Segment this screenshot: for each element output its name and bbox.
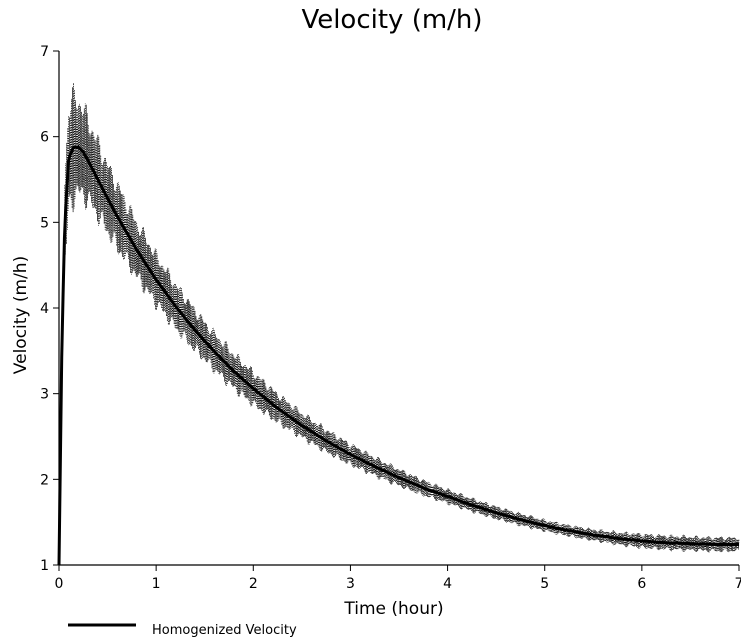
x-tick-label: 2 (249, 576, 258, 592)
y-tick-label: 6 (40, 130, 49, 146)
x-axis-label: Time (hour) (343, 599, 443, 619)
x-tick-label: 3 (346, 576, 355, 592)
y-tick-label: 1 (40, 558, 49, 574)
x-axis-ticks: 0 1 2 3 4 5 6 7 (55, 565, 741, 592)
oscillating-velocity-series (58, 82, 740, 566)
x-tick-label: 6 (637, 576, 646, 592)
y-axis-ticks: 1 2 3 4 5 6 7 (40, 44, 59, 574)
y-axis-label: Velocity (m/h) (11, 256, 31, 374)
x-tick-label: 0 (55, 576, 64, 592)
chart-title: Velocity (m/h) (301, 5, 482, 35)
x-tick-label: 1 (152, 576, 161, 592)
legend: Homogenized Velocity (68, 623, 297, 638)
x-tick-label: 5 (540, 576, 549, 592)
legend-label-homogenized: Homogenized Velocity (152, 623, 297, 638)
y-tick-label: 4 (40, 301, 49, 317)
y-tick-label: 5 (40, 215, 49, 231)
x-tick-label: 7 (735, 576, 741, 592)
y-tick-label: 7 (40, 44, 49, 60)
x-tick-label: 4 (443, 576, 452, 592)
y-tick-label: 2 (40, 472, 49, 488)
homogenized-velocity-series (57, 145, 740, 566)
oscillating-velocity-line (58, 82, 740, 566)
y-tick-label: 3 (40, 387, 49, 403)
homogenized-velocity-line (57, 145, 740, 566)
